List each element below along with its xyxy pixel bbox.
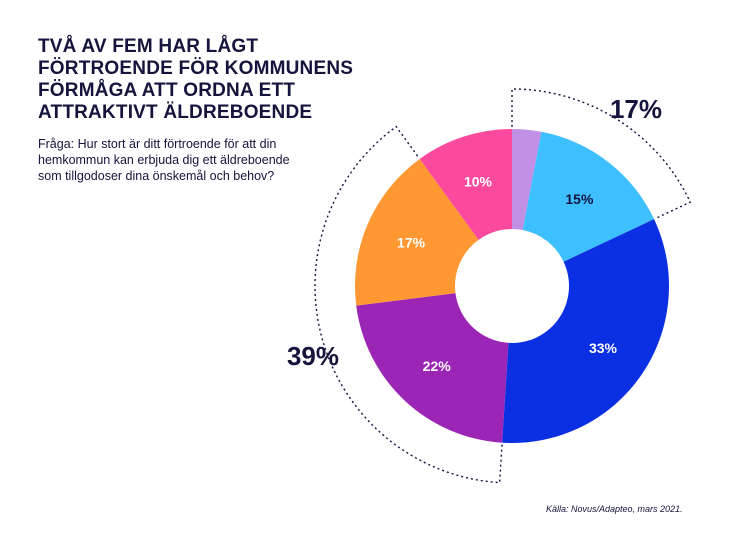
title-line: TVÅ AV FEM HAR LÅGT [38, 36, 259, 57]
source-note: Källa: Novus/Adapteo, mars 2021. [546, 504, 683, 514]
slice-value-label: 10% [464, 173, 493, 189]
question-line: hemkommun kan erbjuda dig ett äldreboend… [38, 153, 290, 167]
title-line: FÖRTROENDE FÖR KOMMUNENS [38, 58, 354, 79]
question-line: som tillgodoser dina önskemål och behov? [38, 169, 275, 183]
chart-title: TVÅ AV FEM HAR LÅGT FÖRTROENDE FÖR KOMMU… [38, 36, 354, 124]
question-line: Fråga: Hur stort är ditt förtroende för … [38, 137, 277, 151]
title-line: ATTRAKTIVT ÄLDREBOENDE [38, 102, 313, 123]
slice-labels: 3% 15% 33% 22% 17% 10% [397, 139, 618, 375]
slice-value-label: 33% [589, 340, 618, 356]
donut-slice [356, 293, 509, 443]
donut-slice [355, 158, 479, 306]
donut-slice [522, 131, 655, 262]
group-bracket [511, 88, 692, 219]
donut-slice [502, 219, 669, 443]
slice-value-label: 15% [565, 191, 594, 207]
slice-value-label: 17% [397, 234, 426, 250]
title-line: FÖRMÅGA ATT ORDNA ETT [38, 80, 296, 101]
slice-value-label: 3% [515, 139, 536, 155]
survey-question: Fråga: Hur stort är ditt förtroende för … [38, 136, 308, 184]
donut-slice [419, 129, 512, 240]
slice-value-label: 22% [423, 358, 452, 374]
group-bracket [314, 125, 503, 484]
donut-slice [512, 129, 542, 231]
group-brackets: 17% 39% [287, 88, 692, 484]
group-total-label: 17% [610, 94, 662, 124]
donut-slices [355, 129, 669, 443]
group-total-label: 39% [287, 341, 339, 371]
